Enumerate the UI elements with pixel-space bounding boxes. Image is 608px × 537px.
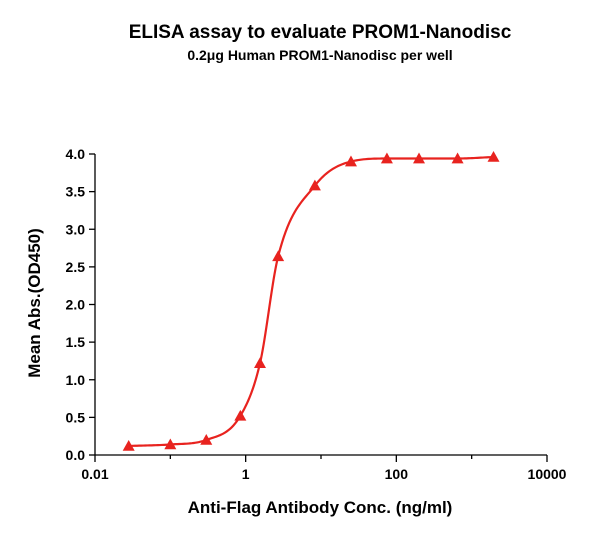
- y-tick-label: 4.0: [66, 146, 86, 162]
- chart-title: ELISA assay to evaluate PROM1-Nanodisc: [129, 22, 512, 43]
- x-tick-label: 10000: [528, 466, 567, 482]
- data-point-marker: [413, 152, 426, 164]
- plot-area: 0.0 0.5 1.0 1.5 2.0 2.5 3.0 3.5 4.0 0.01 1 100 1000…: [66, 146, 567, 482]
- x-axis-label: Anti-Flag Antibody Conc. (ng/ml): [188, 498, 453, 517]
- data-point-marker: [451, 152, 464, 164]
- x-tick-label: 1: [242, 466, 250, 482]
- y-tick-label: 3.0: [66, 221, 86, 237]
- x-tick-label: 100: [385, 466, 409, 482]
- y-tick-label: 1.0: [66, 372, 86, 388]
- data-point-marker: [380, 152, 393, 164]
- data-point-marker: [200, 433, 213, 445]
- x-tick-label: 0.01: [81, 466, 108, 482]
- data-markers: [122, 151, 500, 451]
- data-point-marker: [234, 409, 247, 421]
- y-axis-label: Mean Abs.(OD450): [25, 228, 44, 378]
- fit-curve: [128, 155, 494, 448]
- data-point-marker: [164, 438, 177, 450]
- data-point-marker: [344, 155, 357, 167]
- y-tick-label: 0.0: [66, 447, 86, 463]
- x-ticks: 0.01 1 100 10000: [81, 455, 567, 482]
- y-tick-label: 1.5: [66, 334, 86, 350]
- y-tick-label: 0.5: [66, 409, 86, 425]
- chart-subtitle: 0.2μg Human PROM1-Nanodisc per well: [187, 47, 452, 63]
- y-tick-label: 2.5: [66, 259, 86, 275]
- y-tick-label: 2.0: [66, 297, 86, 313]
- data-point-marker: [254, 357, 267, 368]
- data-point-marker: [487, 151, 500, 162]
- data-point-marker: [122, 439, 135, 451]
- data-point-marker: [272, 250, 285, 262]
- y-ticks: 0.0 0.5 1.0 1.5 2.0 2.5 3.0 3.5 4.0: [66, 146, 95, 463]
- data-point-marker: [308, 179, 321, 191]
- y-tick-label: 3.5: [66, 184, 86, 200]
